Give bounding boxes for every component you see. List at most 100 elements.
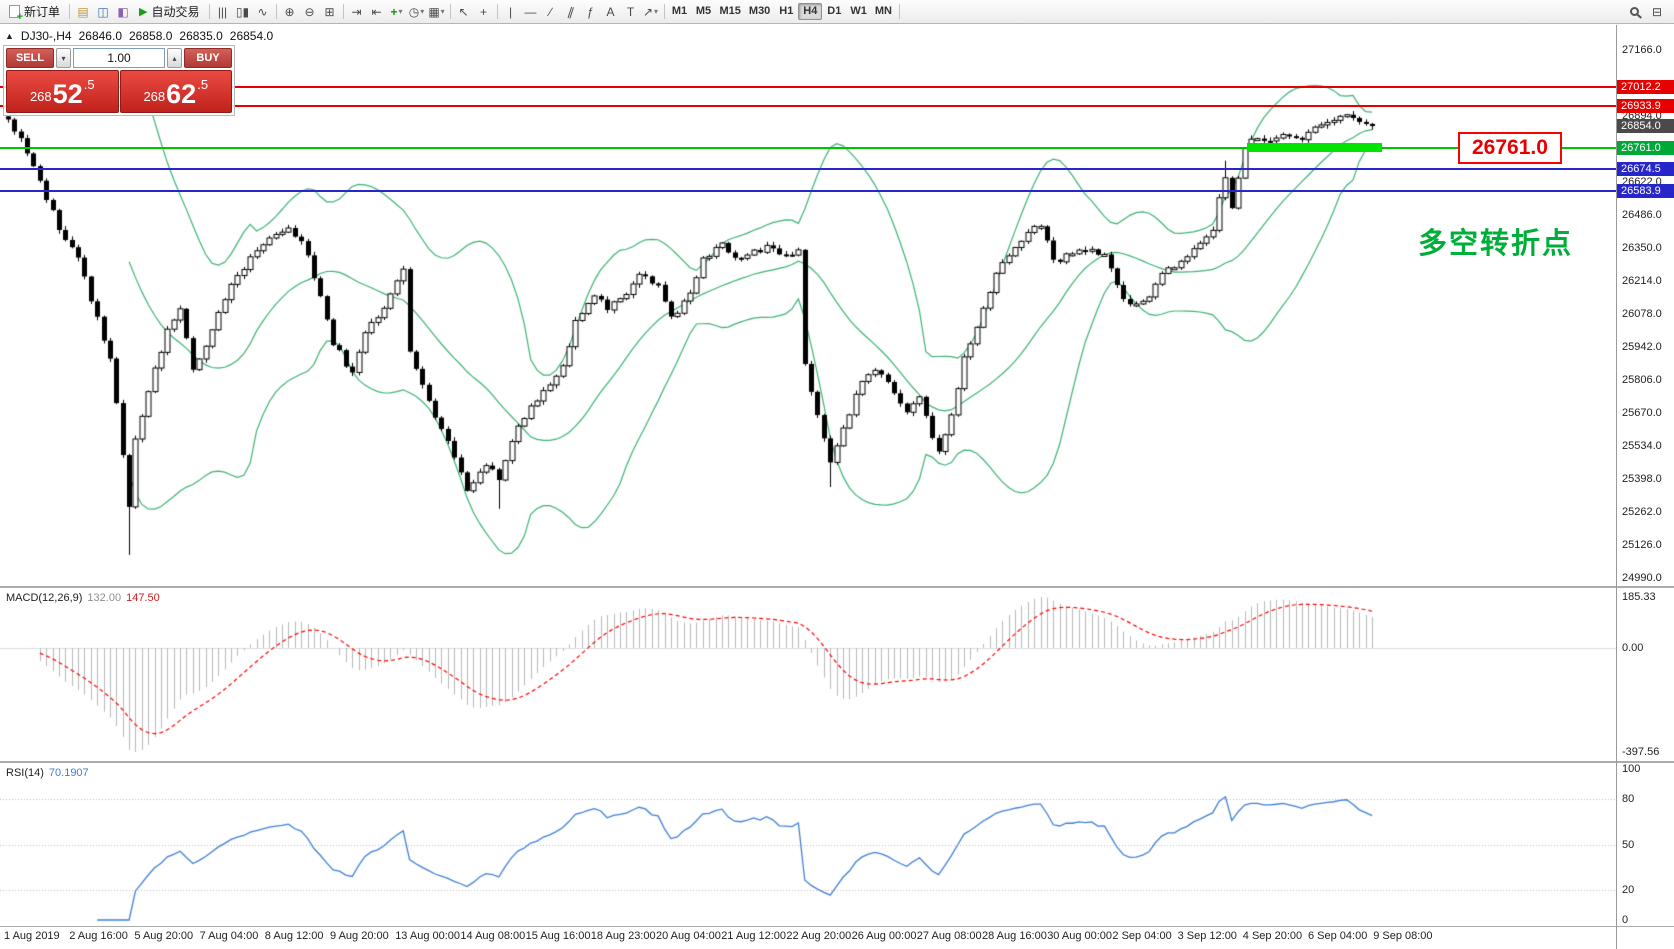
sell-price-prefix: 268 bbox=[29, 89, 52, 104]
level-line-27012.2[interactable] bbox=[0, 86, 1616, 89]
level-line-26674.5[interactable] bbox=[0, 168, 1616, 171]
macd-label: MACD(12,26,9) 132.00 147.50 bbox=[6, 592, 160, 604]
market-watch-icon[interactable]: ◫ bbox=[93, 2, 113, 21]
dropdown-caret-icon[interactable]: ▾ bbox=[420, 6, 425, 16]
time-axis-separator bbox=[0, 926, 1674, 927]
toolbar-separator bbox=[208, 4, 210, 19]
timeframe-button-m5[interactable]: M5 bbox=[695, 5, 712, 17]
macd-scale-label: 0.00 bbox=[1622, 641, 1644, 654]
timeframe-button-w1[interactable]: W1 bbox=[850, 5, 867, 17]
toolbar-separator bbox=[898, 4, 900, 19]
navigator-icon[interactable]: ◧ bbox=[113, 2, 133, 21]
sell-button[interactable]: SELL bbox=[6, 48, 54, 68]
level-line-26583.9[interactable] bbox=[0, 190, 1616, 193]
indicators-icon[interactable]: + ▾ bbox=[387, 2, 407, 21]
toolbar-right-group: ⊟ bbox=[1624, 2, 1671, 21]
crosshair-icon-glyph: + bbox=[479, 4, 487, 19]
cursor-icon[interactable]: ↖ bbox=[454, 2, 474, 21]
macd-panel-separator[interactable] bbox=[0, 586, 1674, 588]
trendline-icon[interactable]: ∕ bbox=[541, 2, 561, 21]
fibonacci-icon[interactable]: ƒ bbox=[581, 2, 601, 21]
channel-icon-glyph: ∥ bbox=[565, 3, 576, 20]
vertical-line-icon[interactable]: | bbox=[501, 2, 521, 21]
timeframe-button-h4[interactable]: H4 bbox=[798, 3, 823, 20]
timeframe-button-m30[interactable]: M30 bbox=[748, 5, 771, 17]
dropdown-caret-icon[interactable]: ▾ bbox=[440, 6, 445, 16]
crosshair-icon[interactable]: + bbox=[474, 2, 494, 21]
new-order-button[interactable]: 新订单 bbox=[3, 2, 66, 23]
rsi-name: RSI(14) bbox=[6, 767, 44, 779]
rsi-panel-separator[interactable] bbox=[0, 761, 1674, 763]
text-label-icon[interactable]: T bbox=[621, 2, 641, 21]
channel-icon[interactable]: ∥ bbox=[561, 2, 581, 21]
dropdown-caret-icon[interactable]: ▾ bbox=[654, 6, 659, 16]
charts-icon[interactable]: ▤ bbox=[73, 2, 93, 21]
level-line-26761[interactable] bbox=[0, 147, 1616, 150]
zoom-out-icon[interactable]: ⊖ bbox=[300, 2, 320, 21]
price-scale-label: 25534.0 bbox=[1622, 440, 1662, 452]
rsi-panel-canvas[interactable] bbox=[0, 764, 1616, 925]
text-icon[interactable]: A bbox=[601, 2, 621, 21]
timeframe-button-d1[interactable]: D1 bbox=[827, 5, 842, 17]
vertical-line-icon-glyph: | bbox=[508, 4, 513, 19]
time-axis-label: 15 Aug 16:00 bbox=[525, 930, 591, 942]
sell-price-frac: .5 bbox=[83, 77, 95, 92]
autotrading-button-glyph: ▶ bbox=[139, 6, 148, 18]
text-label-icon-glyph: T bbox=[626, 4, 635, 19]
sell-price-button[interactable]: 268 52 .5 bbox=[6, 70, 119, 113]
zoom-in-icon-glyph: ⊕ bbox=[284, 4, 295, 19]
periods-icon-glyph: ◷ bbox=[408, 4, 420, 19]
autotrading-button[interactable]: ▶ 自动交易 bbox=[133, 2, 205, 22]
fibonacci-icon-glyph: ƒ bbox=[587, 4, 594, 19]
rsi-label: RSI(14) 70.1907 bbox=[6, 767, 89, 779]
timeframe-button-m15[interactable]: M15 bbox=[719, 5, 741, 17]
volume-decrease-button[interactable]: ▾ bbox=[56, 48, 71, 68]
timeframe-button-h1[interactable]: H1 bbox=[779, 5, 794, 17]
level-line-26933.9[interactable] bbox=[0, 105, 1616, 108]
main-chart-canvas[interactable] bbox=[0, 25, 1616, 586]
symbol-info-line: ▲ DJ30-,H4 26846.0 26858.0 26835.0 26854… bbox=[5, 29, 273, 43]
tile-windows-icon[interactable]: ⊞ bbox=[320, 2, 340, 21]
candlestick-chart-icon-glyph: ▯▮ bbox=[235, 4, 250, 19]
macd-panel-canvas[interactable] bbox=[0, 589, 1616, 760]
note-annotation[interactable]: 多空转折点 bbox=[1418, 228, 1574, 260]
time-axis-label: 18 Aug 23:00 bbox=[590, 930, 656, 942]
toolbar-separator bbox=[275, 4, 277, 19]
time-axis-label: 3 Sep 12:00 bbox=[1177, 930, 1237, 942]
buy-price-button[interactable]: 268 62 .5 bbox=[119, 70, 232, 113]
timeframe-button-mn[interactable]: MN bbox=[874, 5, 892, 17]
price-scale-label: 26350.0 bbox=[1622, 242, 1662, 254]
dropdown-caret-icon[interactable]: ▾ bbox=[398, 6, 403, 16]
line-chart-icon[interactable]: ∿ bbox=[253, 2, 273, 21]
horizontal-line-icon[interactable]: — bbox=[521, 2, 541, 21]
one-click-toggle-icon[interactable]: ▲ bbox=[5, 31, 14, 41]
price-annotation-box[interactable]: 26761.0 bbox=[1458, 132, 1562, 164]
buy-price-prefix: 268 bbox=[143, 89, 166, 104]
rsi-scale-label: 0 bbox=[1622, 914, 1629, 926]
highlight-rectangle[interactable] bbox=[1246, 143, 1383, 153]
candlestick-chart-icon[interactable]: ▯▮ bbox=[233, 2, 253, 21]
charts-icon-glyph: ▤ bbox=[77, 4, 89, 19]
volume-input[interactable] bbox=[73, 48, 165, 68]
arrows-icon[interactable]: ↗ ▾ bbox=[641, 2, 661, 21]
volume-increase-button[interactable]: ▴ bbox=[167, 48, 182, 68]
buy-button[interactable]: BUY bbox=[184, 48, 232, 68]
price-scale-label: 25126.0 bbox=[1622, 539, 1662, 551]
chart-shift-icon[interactable]: ⇤ bbox=[367, 2, 387, 21]
timeframe-button-m1[interactable]: M1 bbox=[671, 5, 688, 17]
auto-scroll-icon[interactable]: ⇥ bbox=[347, 2, 367, 21]
zoom-in-icon[interactable]: ⊕ bbox=[280, 2, 300, 21]
bar-chart-icon[interactable]: ||| bbox=[213, 2, 233, 21]
price-tag-26933.9: 26933.9 bbox=[1617, 99, 1674, 114]
rsi-value: 70.1907 bbox=[48, 767, 89, 779]
time-axis-label: 28 Aug 16:00 bbox=[982, 930, 1047, 942]
ohlc-high: 26858.0 bbox=[129, 29, 173, 43]
search-icon-glyph bbox=[1629, 7, 1639, 16]
toolbar-separator bbox=[663, 4, 665, 19]
macd-scale-label: -397.56 bbox=[1622, 746, 1660, 758]
periods-icon[interactable]: ◷ ▾ bbox=[407, 2, 427, 21]
data-window-icon[interactable]: ⊟ bbox=[1647, 2, 1667, 21]
search-icon[interactable] bbox=[1624, 2, 1644, 21]
templates-icon[interactable]: ▦ ▾ bbox=[427, 2, 447, 21]
